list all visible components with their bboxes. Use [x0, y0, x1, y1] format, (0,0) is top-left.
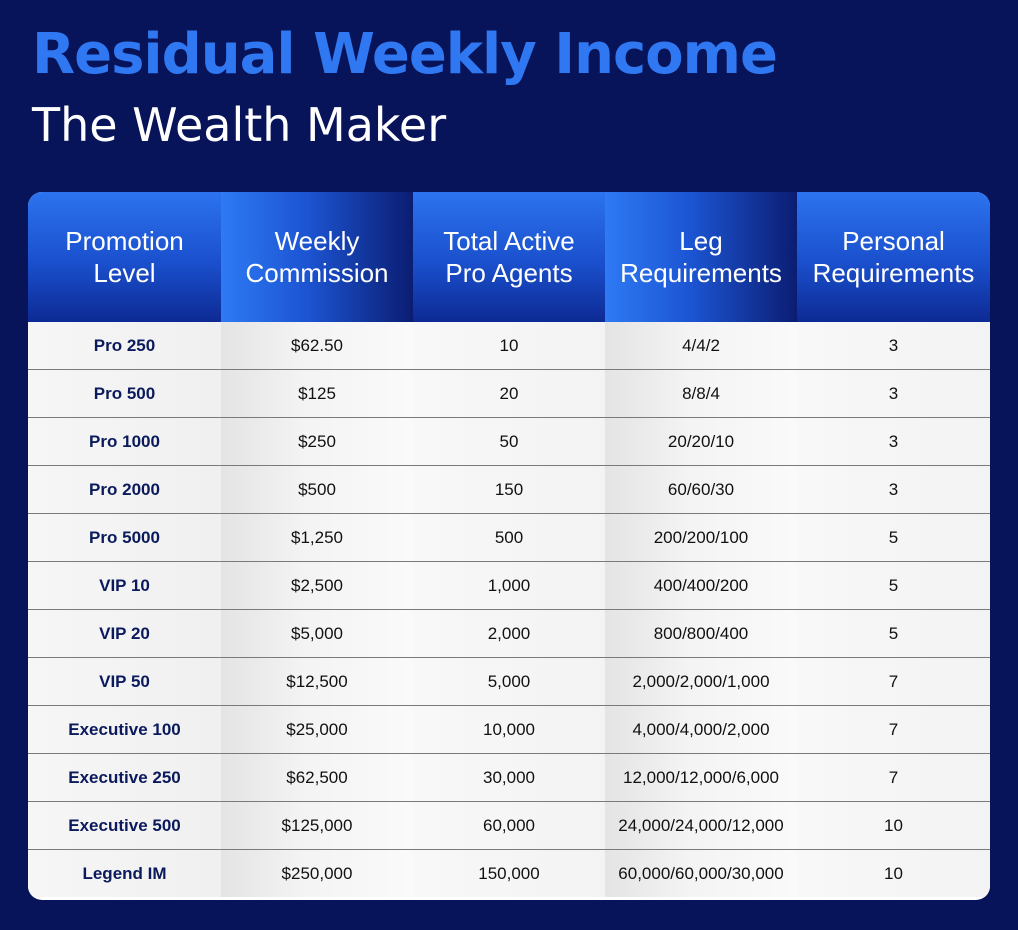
income-table-card: Promotion Level Weekly Commission Total … [28, 192, 990, 900]
personal-requirements-cell: 10 [797, 849, 990, 897]
header-leg-requirements: Leg Requirements [605, 192, 797, 322]
income-table: Promotion Level Weekly Commission Total … [28, 192, 990, 897]
promotion-level-cell: VIP 50 [28, 657, 221, 706]
weekly-commission-cell: $5,000 [221, 609, 413, 658]
page-title: Residual Weekly Income [32, 22, 778, 87]
leg-requirements-cell: 200/200/100 [605, 513, 797, 562]
total-active-pro-agents-cell: 2,000 [413, 609, 605, 658]
leg-requirements-cell: 20/20/10 [605, 417, 797, 466]
personal-requirements-cell: 3 [797, 417, 990, 466]
table-body: Pro 250 $62.50 10 4/4/2 3 Pro 500 $125 20 8/8/4 3… [28, 322, 990, 897]
promotion-level-cell: VIP 10 [28, 561, 221, 610]
table-row: Pro 2000 $500 150 60/60/30 3 [28, 465, 990, 514]
total-active-pro-agents-cell: 5,000 [413, 657, 605, 706]
weekly-commission-cell: $1,250 [221, 513, 413, 562]
personal-requirements-cell: 3 [797, 322, 990, 370]
table-row: Executive 250 $62,500 30,000 12,000/12,000/… [28, 753, 990, 802]
total-active-pro-agents-cell: 150 [413, 465, 605, 514]
promotion-level-cell: Executive 500 [28, 801, 221, 850]
promotion-level-cell: Pro 250 [28, 322, 221, 370]
table-row: Pro 250 $62.50 10 4/4/2 3 [28, 322, 990, 370]
total-active-pro-agents-cell: 500 [413, 513, 605, 562]
weekly-commission-cell: $500 [221, 465, 413, 514]
weekly-commission-cell: $250,000 [221, 849, 413, 897]
personal-requirements-cell: 7 [797, 705, 990, 754]
table-row: Pro 1000 $250 50 20/20/10 3 [28, 417, 990, 466]
leg-requirements-cell: 4/4/2 [605, 322, 797, 370]
header-personal-requirements: Personal Requirements [797, 192, 990, 322]
promotion-level-cell: Pro 500 [28, 369, 221, 418]
header-total-active-pro-agents: Total Active Pro Agents [413, 192, 605, 322]
promotion-level-cell: Executive 250 [28, 753, 221, 802]
table-row: VIP 20 $5,000 2,000 800/800/400 5 [28, 609, 990, 658]
personal-requirements-cell: 5 [797, 609, 990, 658]
header-row: Promotion Level Weekly Commission Total … [28, 192, 990, 322]
weekly-commission-cell: $250 [221, 417, 413, 466]
total-active-pro-agents-cell: 150,000 [413, 849, 605, 897]
table-row: VIP 10 $2,500 1,000 400/400/200 5 [28, 561, 990, 610]
total-active-pro-agents-cell: 30,000 [413, 753, 605, 802]
promotion-level-cell: Executive 100 [28, 705, 221, 754]
promotion-level-cell: VIP 20 [28, 609, 221, 658]
leg-requirements-cell: 60/60/30 [605, 465, 797, 514]
table-header: Promotion Level Weekly Commission Total … [28, 192, 990, 322]
personal-requirements-cell: 3 [797, 465, 990, 514]
leg-requirements-cell: 2,000/2,000/1,000 [605, 657, 797, 706]
total-active-pro-agents-cell: 1,000 [413, 561, 605, 610]
weekly-commission-cell: $2,500 [221, 561, 413, 610]
personal-requirements-cell: 3 [797, 369, 990, 418]
header-weekly-commission: Weekly Commission [221, 192, 413, 322]
header-promotion-level: Promotion Level [28, 192, 221, 322]
promotion-level-cell: Legend IM [28, 849, 221, 897]
weekly-commission-cell: $62.50 [221, 322, 413, 370]
promotion-level-cell: Pro 5000 [28, 513, 221, 562]
total-active-pro-agents-cell: 60,000 [413, 801, 605, 850]
personal-requirements-cell: 7 [797, 657, 990, 706]
personal-requirements-cell: 7 [797, 753, 990, 802]
personal-requirements-cell: 5 [797, 513, 990, 562]
table-row: VIP 50 $12,500 5,000 2,000/2,000/1,000 7 [28, 657, 990, 706]
weekly-commission-cell: $125 [221, 369, 413, 418]
table-row: Executive 100 $25,000 10,000 4,000/4,000/2,… [28, 705, 990, 754]
personal-requirements-cell: 5 [797, 561, 990, 610]
leg-requirements-cell: 800/800/400 [605, 609, 797, 658]
leg-requirements-cell: 400/400/200 [605, 561, 797, 610]
table-row: Legend IM $250,000 150,000 60,000/60,000/30… [28, 849, 990, 897]
table-row: Pro 500 $125 20 8/8/4 3 [28, 369, 990, 418]
leg-requirements-cell: 12,000/12,000/6,000 [605, 753, 797, 802]
promotion-level-cell: Pro 1000 [28, 417, 221, 466]
table-row: Pro 5000 $1,250 500 200/200/100 5 [28, 513, 990, 562]
personal-requirements-cell: 10 [797, 801, 990, 850]
total-active-pro-agents-cell: 10 [413, 322, 605, 370]
leg-requirements-cell: 8/8/4 [605, 369, 797, 418]
weekly-commission-cell: $25,000 [221, 705, 413, 754]
leg-requirements-cell: 4,000/4,000/2,000 [605, 705, 797, 754]
leg-requirements-cell: 60,000/60,000/30,000 [605, 849, 797, 897]
promotion-level-cell: Pro 2000 [28, 465, 221, 514]
table-row: Executive 500 $125,000 60,000 24,000/24,000… [28, 801, 990, 850]
weekly-commission-cell: $12,500 [221, 657, 413, 706]
page-subtitle: The Wealth Maker [32, 98, 447, 152]
weekly-commission-cell: $125,000 [221, 801, 413, 850]
total-active-pro-agents-cell: 50 [413, 417, 605, 466]
total-active-pro-agents-cell: 10,000 [413, 705, 605, 754]
total-active-pro-agents-cell: 20 [413, 369, 605, 418]
weekly-commission-cell: $62,500 [221, 753, 413, 802]
leg-requirements-cell: 24,000/24,000/12,000 [605, 801, 797, 850]
